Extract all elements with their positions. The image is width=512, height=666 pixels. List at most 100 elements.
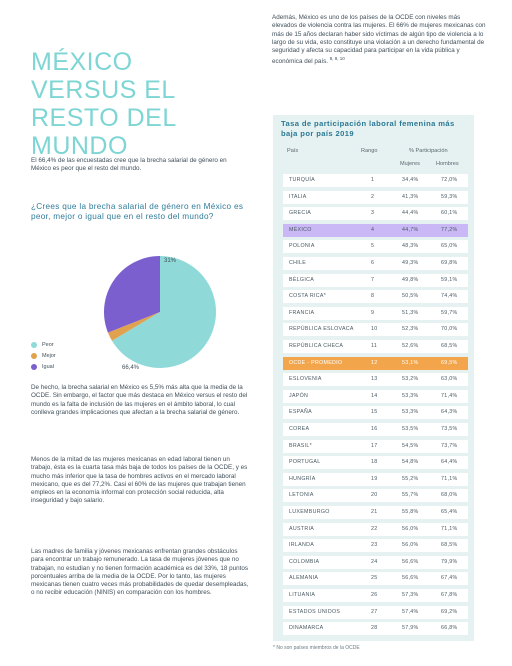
cell-mujeres: 53,5% [402, 426, 419, 432]
table-row: IRLANDA 23 56,0% 68,5% [283, 539, 468, 553]
cell-pais: ESLOVENIA [289, 376, 322, 383]
employment-paragraph: Menos de la mitad de las mujeres mexican… [31, 456, 248, 505]
page-title: MÉXICO VERSUS EL RESTO DEL MUNDO [31, 48, 176, 160]
table-row: GRECIA 3 44,4% 60,1% [283, 207, 468, 221]
header-rango: Rango [361, 148, 378, 154]
table-row: BRASIL* 17 54,5% 73,7% [283, 439, 468, 453]
cell-mujeres: 56,6% [402, 575, 419, 582]
cell-pais: BRASIL* [289, 442, 313, 449]
cell-mujeres: 57,9% [402, 625, 419, 632]
cell-rango: 7 [371, 276, 375, 283]
cell-hombres: 73,7% [441, 442, 458, 449]
cell-mujeres: 54,5% [402, 442, 419, 449]
violence-paragraph: Además, México es uno de los países de l… [272, 14, 487, 67]
cell-mujeres: 54,8% [402, 459, 419, 466]
cell-pais: HUNGRÍA [289, 475, 316, 482]
intro-paragraph: El 66,4% de las encuestadas cree que la … [31, 157, 227, 173]
cell-hombres: 64,4% [441, 459, 458, 466]
cell-mujeres: 44,4% [402, 210, 419, 217]
cell-mujeres: 49,3% [402, 260, 419, 266]
cell-hombres: 67,8% [441, 592, 458, 598]
cell-pais: ESPAÑA [289, 409, 312, 416]
table-row: MÉXICO 4 44,7% 77,2% [283, 223, 468, 237]
cell-rango: 21 [371, 509, 378, 515]
cell-mujeres: 56,0% [402, 525, 419, 532]
cell-pais: CHILE [289, 260, 307, 266]
cell-hombres: 70,0% [441, 326, 458, 333]
legend-dot-mejor [31, 352, 37, 359]
cell-rango: 25 [371, 575, 378, 582]
cell-pais: AUSTRIA [289, 525, 315, 532]
table-row: COLOMBIA 24 56,6% 79,9% [283, 555, 468, 569]
cell-rango: 23 [371, 542, 378, 549]
cell-mujeres: 57,4% [402, 608, 419, 615]
cell-hombres: 60,1% [441, 210, 458, 217]
table-row: OCDE - PROMEDIO 12 53,1% 69,5% [283, 356, 468, 370]
cell-rango: 1 [371, 177, 375, 183]
pie-slice-mejor [107, 312, 160, 341]
legend-item-mejor: Mejor [31, 350, 56, 361]
table-row: AUSTRIA 22 56,0% 71,1% [283, 522, 468, 536]
cell-pais: PORTUGAL [289, 459, 321, 466]
cell-mujeres: 52,3% [402, 326, 419, 333]
cell-rango: 16 [371, 426, 378, 432]
cell-pais: TURQUÍA [289, 177, 315, 183]
table-row: BÉLGICA 7 49,8% 59,1% [283, 273, 468, 287]
cell-mujeres: 56,6% [402, 558, 419, 565]
cell-rango: 19 [371, 475, 378, 482]
table-row: POLONIA 5 48,3% 65,0% [283, 240, 468, 254]
pie-chart: 31% 66,4% [103, 256, 216, 371]
violence-refs: 8, 9, 10 [329, 56, 345, 62]
cell-pais: REPÚBLICA ESLOVACA [289, 326, 354, 333]
cell-rango: 14 [371, 392, 378, 399]
cell-pais: LUXEMBURGO [289, 509, 330, 515]
cell-rango: 2 [371, 193, 375, 200]
cell-pais: COLOMBIA [289, 558, 320, 565]
table-row: DINAMARCA 28 57,9% 66,8% [283, 622, 468, 636]
cell-rango: 5 [371, 243, 375, 250]
youth-paragraph: Las madres de familia y jóvenes mexicana… [31, 548, 249, 597]
legend-label-mejor: Mejor [42, 352, 56, 359]
cell-pais: BÉLGICA [289, 276, 315, 283]
table-row: REPÚBLICA ESLOVACA 10 52,3% 70,0% [283, 323, 468, 337]
cell-hombres: 74,4% [441, 293, 458, 300]
cell-hombres: 69,5% [441, 359, 458, 366]
cell-rango: 6 [371, 260, 375, 266]
cell-hombres: 68,0% [441, 492, 458, 499]
survey-question: ¿Crees que la brecha salarial de género … [31, 202, 244, 221]
cell-pais: COREA [289, 426, 310, 432]
pie-slice-igual [103, 256, 160, 333]
cell-rango: 24 [371, 558, 378, 565]
header-participacion: % Participación [409, 148, 448, 154]
pie-legend: Peor Mejor Igual [31, 339, 56, 372]
cell-pais: ALEMANIA [289, 575, 319, 582]
cell-hombres: 65,0% [441, 243, 458, 250]
cell-rango: 22 [371, 525, 378, 532]
cell-hombres: 59,3% [441, 193, 458, 200]
cell-hombres: 73,5% [441, 426, 458, 432]
cell-hombres: 63,0% [441, 376, 458, 383]
cell-rango: 15 [371, 409, 378, 416]
cell-mujeres: 53,1% [402, 359, 419, 366]
cell-rango: 28 [371, 625, 378, 632]
header-pais: País [287, 148, 299, 154]
cell-rango: 12 [371, 359, 378, 366]
cell-pais: ITALIA [289, 193, 307, 200]
cell-hombres: 71,1% [441, 475, 458, 482]
cell-pais: OCDE - PROMEDIO [289, 359, 343, 366]
cell-hombres: 77,2% [441, 226, 458, 233]
cell-rango: 20 [371, 492, 378, 499]
cell-rango: 17 [371, 442, 378, 449]
wage-gap-paragraph: De hecho, la brecha salarial en México e… [31, 384, 248, 416]
cell-rango: 8 [371, 293, 375, 300]
table-row: JAPÓN 14 53,3% 71,4% [283, 389, 468, 403]
cell-hombres: 69,2% [441, 608, 458, 615]
cell-hombres: 69,8% [441, 260, 458, 266]
cell-rango: 3 [371, 210, 375, 217]
table-row: ITALIA 2 41,3% 59,3% [283, 190, 468, 204]
cell-pais: DINAMARCA [289, 625, 324, 632]
legend-item-peor: Peor [31, 339, 56, 350]
cell-rango: 27 [371, 608, 378, 615]
cell-pais: ESTADOS UNIDOS [289, 608, 341, 615]
cell-mujeres: 49,8% [402, 276, 419, 283]
